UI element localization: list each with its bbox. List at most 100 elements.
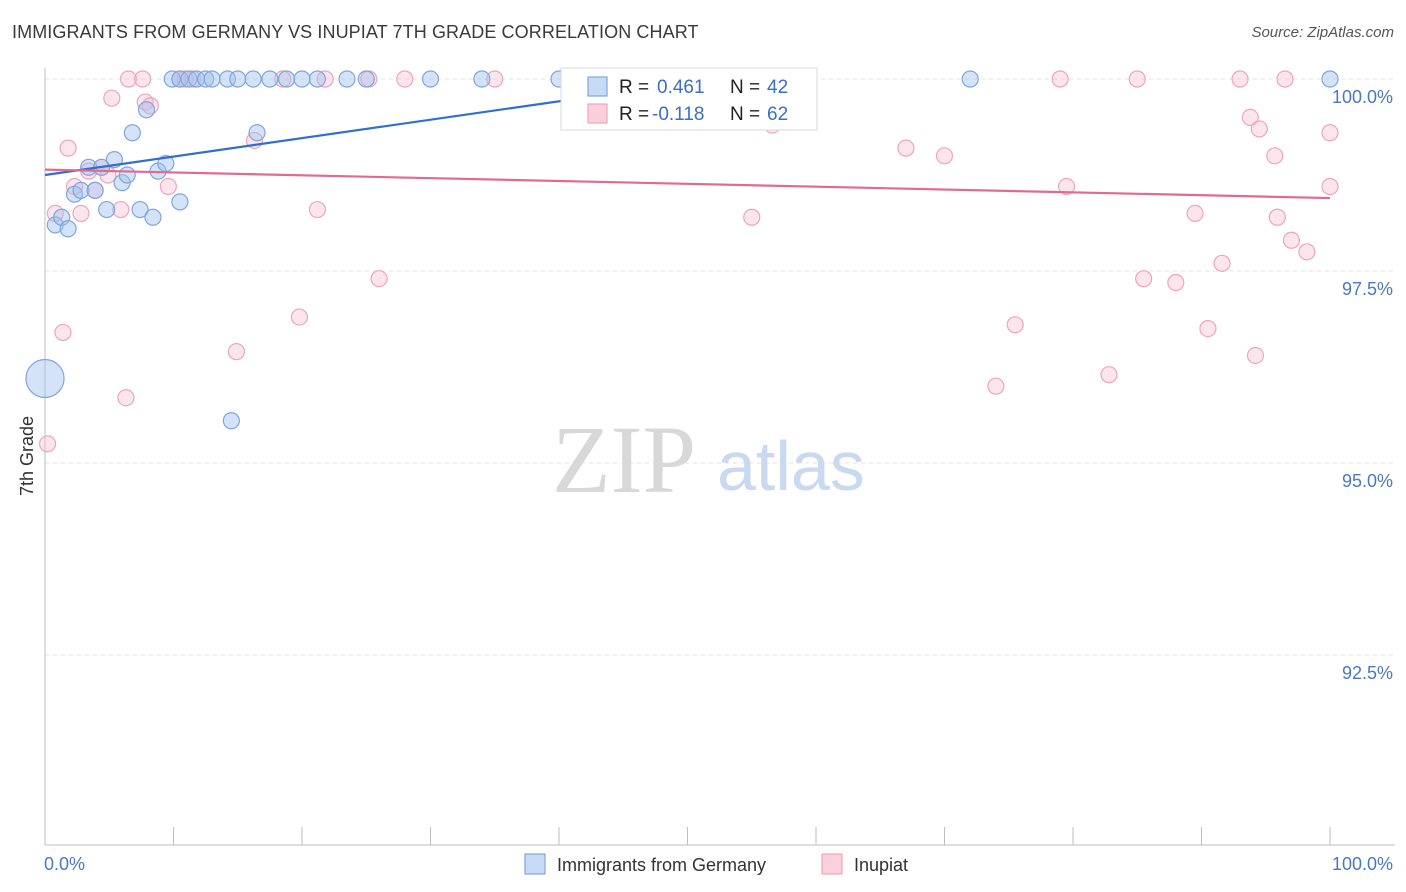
bottom-legend-label-inupiat: Inupiat bbox=[854, 855, 908, 875]
germany-point-3 bbox=[59, 220, 77, 238]
inupiat-point-42 bbox=[1051, 70, 1069, 88]
legend-swatch-inupiat bbox=[587, 103, 608, 124]
germany-point-37 bbox=[421, 70, 440, 88]
inupiat-point-3 bbox=[59, 139, 77, 157]
grid-lines: 100.0% 97.5% 95.0% 92.5% bbox=[45, 78, 1395, 683]
inupiat-point-38 bbox=[897, 139, 915, 157]
x-tick-label-min: 0.0% bbox=[44, 854, 85, 874]
inupiat-point-40 bbox=[987, 377, 1005, 395]
germany-point-31 bbox=[261, 70, 279, 88]
germany-point-9 bbox=[98, 200, 116, 219]
germany-point-22 bbox=[171, 70, 189, 88]
inupiat-point-54 bbox=[1250, 120, 1268, 138]
inupiat-point-10 bbox=[103, 89, 121, 107]
germany-point-16 bbox=[144, 208, 162, 226]
inupiat-point-46 bbox=[1135, 270, 1153, 288]
inupiat-point-20 bbox=[184, 70, 202, 88]
germany-point-41 bbox=[961, 70, 979, 88]
y-tick-label-0: 100.0% bbox=[1332, 87, 1393, 107]
inupiat-point-45 bbox=[1128, 70, 1146, 88]
germany-point-14 bbox=[131, 200, 149, 219]
inupiat-point-48 bbox=[1186, 204, 1204, 222]
inupiat-point-25 bbox=[308, 200, 327, 219]
germany-point-15 bbox=[137, 101, 156, 119]
inupiat-point-49 bbox=[1199, 320, 1217, 338]
inupiat-point-35 bbox=[743, 208, 761, 226]
inupiat-point-12 bbox=[117, 389, 135, 407]
inupiat-point-30 bbox=[486, 70, 504, 88]
inupiat-point-28 bbox=[370, 270, 388, 288]
legend-n-value-2: 62 bbox=[767, 104, 788, 125]
inupiat-point-47 bbox=[1167, 273, 1185, 292]
inupiat-point-41 bbox=[1006, 316, 1024, 334]
y-tick-label-1: 97.5% bbox=[1342, 279, 1393, 299]
germany-point-7 bbox=[86, 181, 104, 199]
chart-title: IMMIGRANTS FROM GERMANY VS INUPIAT 7TH G… bbox=[12, 22, 699, 42]
inupiat-point-44 bbox=[1100, 366, 1118, 384]
legend-r-label-2: R = bbox=[619, 104, 649, 125]
germany-point-20 bbox=[222, 412, 240, 430]
bottom-legend-swatch-germany bbox=[524, 853, 546, 875]
legend-r-label-1: R = bbox=[619, 77, 649, 98]
inupiat-point-39 bbox=[935, 147, 954, 165]
inupiat-point-23 bbox=[274, 70, 292, 88]
inupiat-point-5 bbox=[72, 204, 90, 222]
watermark-atlas: atlas bbox=[717, 427, 865, 505]
legend-r-value-2: -0.118 bbox=[652, 104, 704, 125]
germany-point-32 bbox=[277, 70, 296, 88]
inupiat-point-59 bbox=[1298, 243, 1316, 261]
germany-point-5 bbox=[72, 181, 90, 199]
inupiat-point-55 bbox=[1266, 147, 1284, 165]
inupiat-trend-line bbox=[44, 168, 1331, 200]
germany-point-29 bbox=[244, 70, 262, 88]
bottom-legend-label-germany: Immigrants from Germany bbox=[557, 855, 766, 875]
y-tick-label-3: 92.5% bbox=[1342, 663, 1393, 683]
germany-point-13 bbox=[123, 124, 141, 142]
watermark: ZIP atlas bbox=[552, 406, 865, 513]
inupiat-point-13 bbox=[119, 70, 138, 88]
inupiat-point-57 bbox=[1276, 70, 1294, 88]
inupiat-point-53 bbox=[1246, 346, 1265, 365]
germany-point-42 bbox=[1321, 70, 1339, 88]
legend-n-value-1: 42 bbox=[767, 77, 788, 98]
inupiat-point-58 bbox=[1282, 231, 1301, 249]
bottom-legend-swatch-inupiat bbox=[821, 853, 843, 875]
legend-swatch-germany bbox=[587, 76, 608, 97]
inupiat-point-21 bbox=[227, 343, 246, 361]
inupiat-point-14 bbox=[134, 70, 152, 88]
y-tick-label-2: 95.0% bbox=[1342, 471, 1393, 491]
y-axis-label: 7th Grade bbox=[17, 416, 37, 496]
inupiat-point-29 bbox=[396, 70, 414, 88]
inupiat-point-11 bbox=[112, 200, 130, 219]
germany-point-35 bbox=[338, 70, 356, 88]
germany-point-30 bbox=[248, 124, 266, 142]
legend-r-value-1: 0.461 bbox=[657, 77, 705, 98]
axes bbox=[44, 68, 1395, 846]
inupiat-point-24 bbox=[290, 308, 309, 326]
top-legend: R = 0.461 N = 42 R = -0.118 N = 62 bbox=[560, 67, 818, 131]
inupiat-point-2 bbox=[54, 323, 72, 342]
inupiat-point-50 bbox=[1213, 254, 1231, 272]
inupiat-point-17 bbox=[159, 177, 177, 196]
source-label: Source: ZipAtlas.com bbox=[1251, 24, 1394, 41]
legend-n-label-2: N = bbox=[730, 104, 760, 125]
germany-point-0 bbox=[25, 358, 65, 399]
germany-point-36 bbox=[357, 70, 375, 88]
inupiat-point-0 bbox=[38, 435, 57, 453]
germany-point-38 bbox=[473, 70, 491, 88]
germany-point-34 bbox=[308, 70, 327, 88]
x-tick-label-max: 100.0% bbox=[1332, 854, 1393, 874]
germany-point-26 bbox=[203, 70, 221, 88]
inupiat-point-56 bbox=[1268, 208, 1286, 226]
inupiat-point-61 bbox=[1321, 124, 1339, 142]
germany-point-33 bbox=[293, 70, 311, 88]
inupiat-point-43 bbox=[1057, 177, 1076, 196]
watermark-zip: ZIP bbox=[552, 406, 696, 513]
inupiat-point-52 bbox=[1241, 108, 1259, 127]
germany-point-25 bbox=[197, 70, 215, 88]
germany-point-12 bbox=[118, 166, 136, 184]
legend-n-label-1: N = bbox=[730, 77, 760, 98]
inupiat-point-51 bbox=[1231, 70, 1249, 88]
germany-point-19 bbox=[171, 193, 189, 211]
